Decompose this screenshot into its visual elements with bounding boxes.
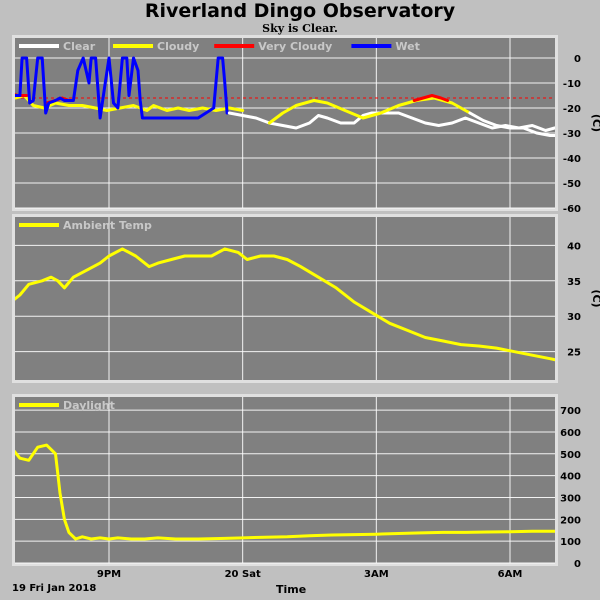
- sky-ytick-label: -10: [563, 79, 581, 90]
- daylight-series-line: [15, 443, 555, 541]
- x-tick-label: 9PM: [97, 569, 121, 580]
- sky-legend-label: Wet: [395, 40, 419, 53]
- daylight-ytick-label: 0: [574, 559, 581, 570]
- x-tick-label: 6AM: [498, 569, 523, 580]
- daylight-series-group: [15, 443, 555, 541]
- ambient-series-line: [15, 247, 555, 362]
- page-subtitle: Sky is Clear.: [262, 22, 338, 35]
- daylight-ytick-label: 400: [560, 472, 581, 483]
- page-title: Riverland Dingo Observatory: [144, 0, 456, 22]
- x-axis-date-label: 19 Fri Jan 2018: [12, 583, 97, 594]
- x-axis-title: Time: [276, 583, 307, 596]
- sky-legend-label: Cloudy: [157, 40, 199, 53]
- sky-series-group: [15, 56, 555, 137]
- sky-series-line: [267, 96, 472, 125]
- ambient-ytick-label: 40: [567, 241, 581, 252]
- ambient-legend-label: Ambient Temp: [63, 219, 152, 232]
- ambient-chart: 40 35 30 25 (C) Ambient Temp: [12, 214, 600, 383]
- sky-ytick-label: -50: [563, 179, 581, 190]
- sky-series-line: [468, 111, 555, 137]
- daylight-ytick-label: 300: [560, 493, 581, 504]
- ambient-ylabel: (C): [590, 289, 600, 307]
- sky-ytick-label: -40: [563, 154, 581, 165]
- ambient-series-group: [15, 247, 555, 362]
- daylight-chart: 700 600 500 400 300 200 100 0 Daylight: [12, 394, 581, 570]
- daylight-legend-label: Daylight: [63, 399, 115, 412]
- sky-ytick-label: -60: [563, 204, 581, 215]
- sky-series-line: [15, 56, 229, 120]
- daylight-ytick-label: 100: [560, 537, 581, 548]
- sky-ylabel: (C): [590, 114, 600, 132]
- sky-plot-area: [15, 38, 555, 208]
- x-tick-label: 20 Sat: [225, 569, 261, 580]
- sky-legend-label: Clear: [63, 40, 96, 53]
- ambient-ytick-label: 35: [567, 277, 581, 288]
- sky-ytick-label: -30: [563, 129, 581, 140]
- daylight-plot-area: [15, 397, 555, 563]
- daylight-ytick-label: 500: [560, 450, 581, 461]
- sky-legend-label: Very Cloudy: [258, 40, 332, 53]
- x-tick-label: 3AM: [364, 569, 389, 580]
- sky-series-line: [412, 94, 450, 102]
- sky-ytick-label: -20: [563, 104, 581, 115]
- sky-chart: 0 -10 -20 -30 -40 -50 -60 (C) Clear Cloudy Very Cl…: [12, 35, 600, 215]
- daylight-ytick-label: 700: [560, 406, 581, 417]
- sky-ytick-label: 0: [574, 54, 581, 65]
- ambient-ytick-label: 30: [567, 312, 581, 323]
- daylight-ytick-label: 200: [560, 515, 581, 526]
- daylight-ytick-label: 600: [560, 428, 581, 439]
- ambient-ytick-label: 25: [567, 348, 581, 359]
- ambient-plot-area: [15, 217, 555, 380]
